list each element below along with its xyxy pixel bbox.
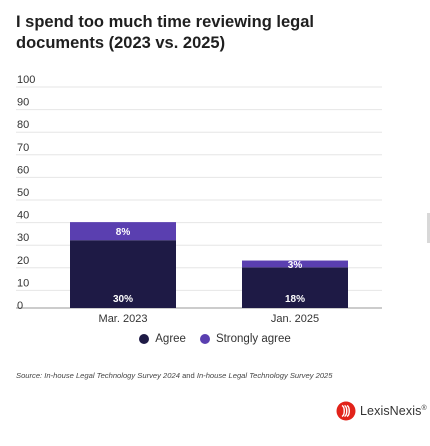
brand-name-text: LexisNexis	[360, 404, 422, 418]
x-tick-label: Mar. 2023	[99, 313, 148, 325]
y-tick-label: 0	[17, 300, 23, 312]
lexisnexis-logo-icon	[336, 401, 356, 421]
y-tick-label: 50	[17, 187, 29, 199]
y-tick-label: 30	[17, 232, 29, 244]
data-label: 3%	[288, 260, 303, 271]
source-survey-2024: In-house Legal Technology Survey 2024	[44, 371, 180, 380]
bar-segment	[70, 240, 176, 308]
legend-swatch-strongly-agree	[199, 334, 210, 344]
source-note: Source: In-house Legal Technology Survey…	[16, 371, 416, 380]
source-survey-2025: In-house Legal Technology Survey 2025	[196, 371, 333, 380]
data-label: 30%	[113, 294, 133, 305]
legend-label-agree: Agree	[155, 333, 186, 345]
lexisnexis-logo[interactable]: LexisNexis®	[336, 401, 427, 421]
source-connector: and	[179, 371, 197, 380]
y-tick-label: 10	[17, 277, 29, 289]
y-tick-label: 20	[17, 255, 29, 267]
scroll-edge-indicator	[427, 213, 430, 243]
data-label: 18%	[285, 294, 305, 305]
x-tick-label: Jan. 2025	[271, 313, 319, 325]
legend-label-strongly-agree: Strongly agree	[215, 333, 291, 345]
chart-legend: Agree Strongly agree	[0, 333, 430, 345]
brand-name: LexisNexis®	[360, 404, 427, 418]
legend-item-strongly-agree[interactable]: Strongly agree	[199, 333, 291, 345]
bar-segment	[242, 260, 348, 268]
y-tick-label: 100	[17, 74, 35, 86]
chart-title: I spend too much time reviewing legal do…	[16, 13, 314, 52]
y-tick-label: 60	[17, 164, 29, 176]
legend-swatch-agree	[139, 334, 150, 344]
data-label: 8%	[116, 227, 131, 238]
source-prefix: Source:	[16, 371, 45, 380]
y-tick-label: 80	[17, 119, 29, 131]
y-tick-label: 40	[17, 210, 29, 222]
brand-registered-mark: ®	[421, 404, 427, 412]
legend-item-agree[interactable]: Agree	[139, 333, 186, 345]
y-tick-label: 90	[17, 97, 29, 109]
y-tick-label: 70	[17, 142, 29, 154]
bar-segment	[70, 222, 176, 241]
bar-segment	[242, 267, 348, 308]
